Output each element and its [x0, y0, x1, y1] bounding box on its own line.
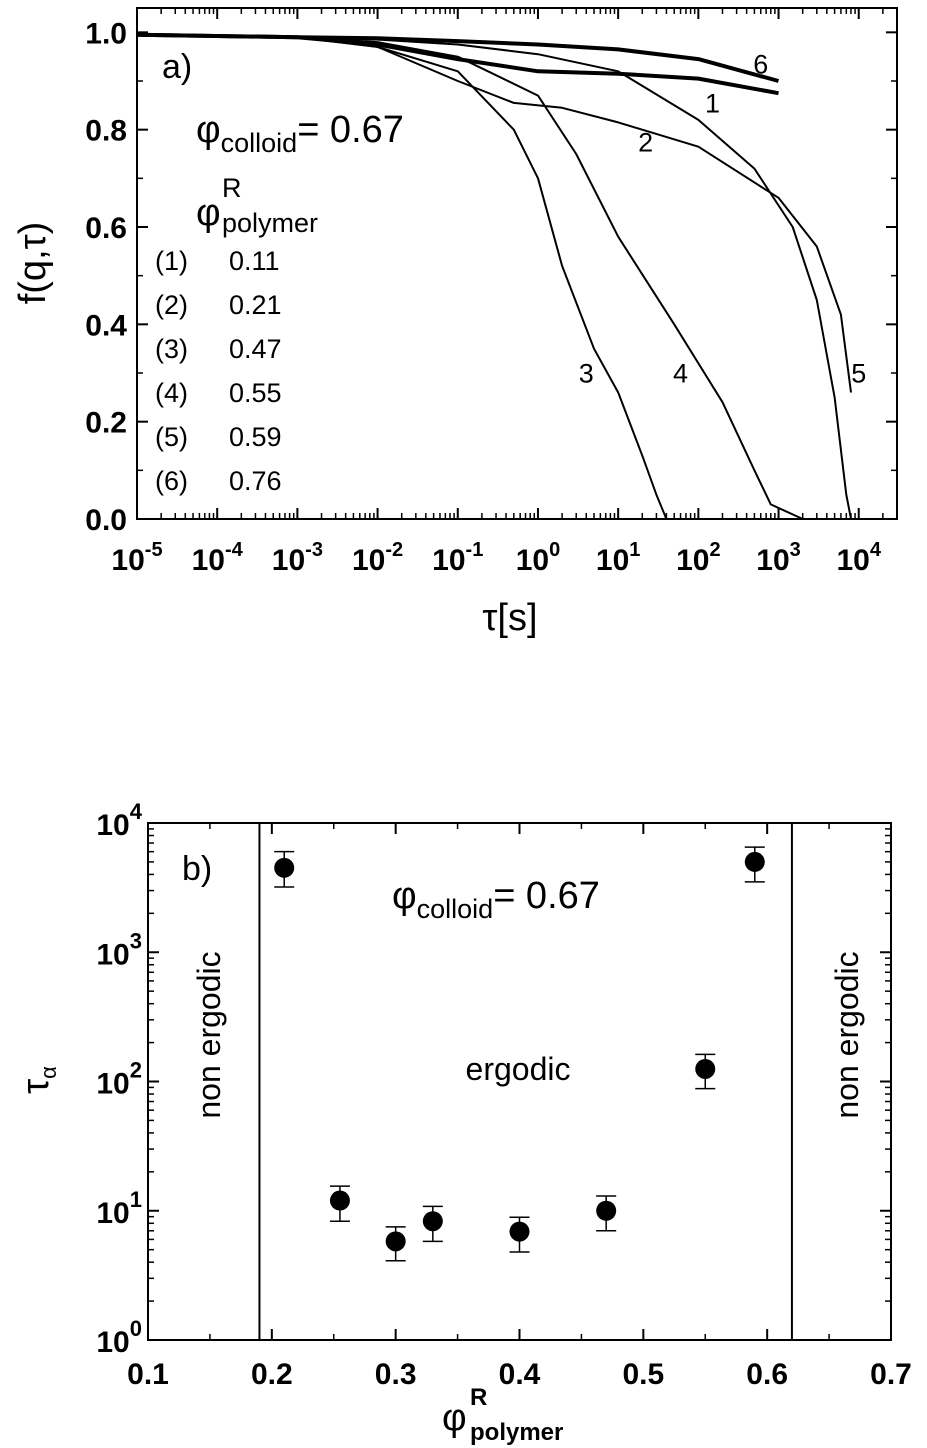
panel-b-y-axis-title: τα	[15, 1066, 61, 1094]
panel-a-y-axis-title: f(q,τ)	[12, 222, 54, 305]
legend-entry-id: (1)	[155, 246, 188, 276]
panel-a-annotation: φcolloid= 0.67	[196, 109, 404, 158]
x-tick-label: 0.3	[375, 1358, 417, 1391]
legend-entry-value: 0.59	[229, 422, 282, 452]
series-line-6	[136, 32, 780, 83]
y-tick-label: 0.8	[85, 115, 127, 148]
y-tick-label: 102	[96, 1058, 142, 1101]
legend-header-phi: φ	[196, 192, 221, 234]
x-tick-label: 0.5	[622, 1358, 664, 1391]
legend-entry-value: 0.55	[229, 378, 282, 408]
x-tick-label: 100	[516, 539, 561, 577]
region-label-right: non ergodic	[829, 951, 865, 1118]
y-tick-label: 104	[96, 799, 142, 842]
y-tick-label: 101	[96, 1187, 142, 1230]
panel-b-x-axis-title: φ R polymer	[442, 1384, 563, 1446]
y-tick-label: 0.2	[85, 407, 127, 440]
legend-header-sup: R	[222, 173, 242, 203]
legend-entry-value: 0.47	[229, 334, 282, 364]
region-label-center: ergodic	[466, 1051, 571, 1087]
x-tick-label: 104	[836, 539, 881, 577]
legend-entry-value: 0.21	[229, 290, 282, 320]
data-point	[274, 857, 295, 878]
x-tick-label: 10-4	[192, 539, 244, 577]
series-label-3: 3	[579, 359, 594, 389]
y-tick-label: 0.4	[85, 309, 127, 342]
legend-entry-value: 0.11	[229, 246, 280, 276]
panel-a-legend-header: φ R polymer	[196, 173, 318, 238]
y-tick-label: 1.0	[85, 17, 127, 50]
y-tick-label: 100	[96, 1316, 142, 1359]
panel-a-legend: (1) 0.11 (2) 0.21 (3) 0.47 (4) 0.55 (5) 0.59 (6) 0.…	[155, 246, 282, 496]
panel-a-labels: 1 2 3 4 5 6	[579, 50, 867, 389]
panel-a-ticks: 0.00.20.40.60.81.010-5 10-4 10-3 10-2 10-1 10…	[85, 8, 898, 577]
x-tick-label: 0.6	[746, 1358, 788, 1391]
panel-b-ticks: 0.1 0.2 0.3 0.4 0.5 0.6 0.7 100 101 102 103 104	[96, 799, 911, 1391]
panel-b-label: b)	[182, 850, 212, 888]
legend-entry-value: 0.76	[229, 466, 282, 496]
x-tick-label: 0.2	[251, 1358, 293, 1391]
panel-b-annotation: φcolloid= 0.67	[392, 875, 600, 924]
data-point	[385, 1231, 406, 1252]
x-tick-label: 10-5	[111, 539, 162, 577]
panel-b-points	[274, 846, 765, 1262]
panel-a-x-axis-title: τ[s]	[482, 597, 537, 639]
x-tick-label: 0.1	[127, 1358, 169, 1391]
series-label-2: 2	[638, 128, 653, 158]
x-title-phi: φ	[442, 1397, 467, 1439]
data-point	[329, 1190, 350, 1211]
x-title-sup: R	[470, 1384, 487, 1411]
region-label-left: non ergodic	[191, 951, 227, 1118]
x-tick-label: 103	[756, 539, 801, 577]
x-tick-label: 10-1	[432, 539, 483, 577]
y-tick-label: 0.0	[85, 504, 127, 537]
x-title-sub: polymer	[470, 1419, 563, 1446]
y-tick-label: 0.6	[85, 212, 127, 245]
data-point	[509, 1221, 530, 1242]
x-tick-label: 101	[596, 539, 641, 577]
legend-entry-id: (3)	[155, 334, 188, 364]
panel-a-label: a)	[162, 48, 192, 86]
data-point	[744, 851, 765, 872]
legend-entry-id: (5)	[155, 422, 188, 452]
legend-entry-id: (4)	[155, 378, 188, 408]
data-point	[695, 1058, 716, 1079]
series-label-6: 6	[753, 50, 768, 80]
y-tick-label: 103	[96, 928, 142, 971]
series-line-3	[136, 33, 668, 520]
legend-entry-id: (6)	[155, 466, 188, 496]
panel-a-series	[136, 32, 852, 520]
x-tick-label: 102	[676, 539, 721, 577]
panel-b-boundaries	[258, 823, 793, 1340]
series-label-4: 4	[673, 359, 688, 389]
data-point	[596, 1200, 617, 1221]
series-line-4	[136, 33, 804, 520]
panel-a-chart: 0.00.20.40.60.81.010-5 10-4 10-3 10-2 10-1 10…	[12, 7, 898, 639]
panel-a-plot-frame	[136, 7, 898, 520]
data-point	[422, 1211, 443, 1232]
x-tick-label: 10-3	[272, 539, 323, 577]
x-tick-label: 0.7	[870, 1358, 912, 1391]
x-tick-label: 10-2	[352, 539, 403, 577]
x-tick-label: 0.4	[499, 1358, 541, 1391]
series-label-5: 5	[851, 359, 866, 389]
legend-header-sub: polymer	[222, 208, 318, 238]
series-label-1: 1	[705, 89, 720, 119]
legend-entry-id: (2)	[155, 290, 188, 320]
